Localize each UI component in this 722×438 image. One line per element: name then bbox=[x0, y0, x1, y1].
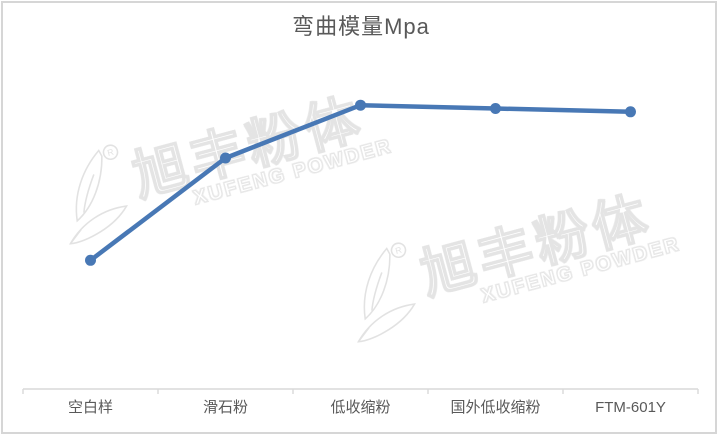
x-axis-labels: 空白样 滑石粉 低收缩粉 国外低收缩粉 FTM-601Y bbox=[23, 398, 698, 418]
x-axis-label: 低收缩粉 bbox=[330, 399, 391, 416]
data-point-marker bbox=[625, 106, 636, 118]
chart-title: 弯曲模量Mpa bbox=[292, 14, 430, 39]
data-point-marker bbox=[490, 103, 501, 114]
data-point-marker bbox=[220, 152, 231, 164]
data-point-marker bbox=[85, 254, 96, 266]
x-axis-label: 国外低收缩粉 bbox=[450, 399, 541, 416]
series-line bbox=[88, 102, 633, 263]
x-axis-label: FTM-601Y bbox=[595, 399, 666, 416]
x-axis-label: 滑石粉 bbox=[202, 399, 248, 416]
data-point-marker bbox=[355, 99, 366, 111]
x-axis-label: 空白样 bbox=[67, 399, 113, 416]
